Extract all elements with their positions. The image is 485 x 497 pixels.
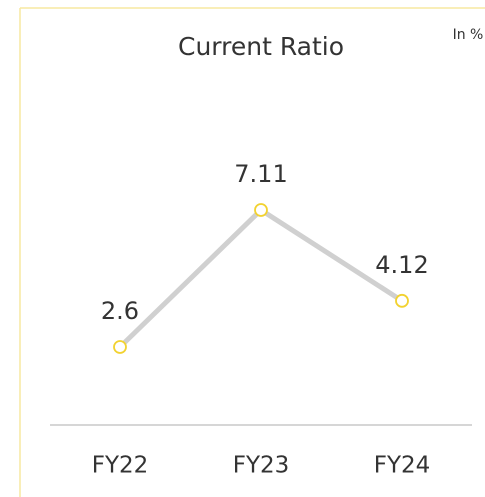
line (118, 207, 404, 349)
data-label: 4.12 (375, 251, 428, 279)
x-tick-label: FY24 (374, 453, 431, 479)
chart-title: Current Ratio (178, 32, 344, 61)
chart-subtitle: In % (453, 27, 484, 43)
point-marker (113, 340, 127, 354)
x-tick-label: FY22 (92, 453, 149, 479)
point-marker (254, 203, 268, 217)
data-label: 7.11 (234, 160, 287, 188)
x-tick-label: FY23 (233, 453, 290, 479)
data-label: 2.6 (101, 297, 139, 325)
point-marker (395, 293, 409, 308)
